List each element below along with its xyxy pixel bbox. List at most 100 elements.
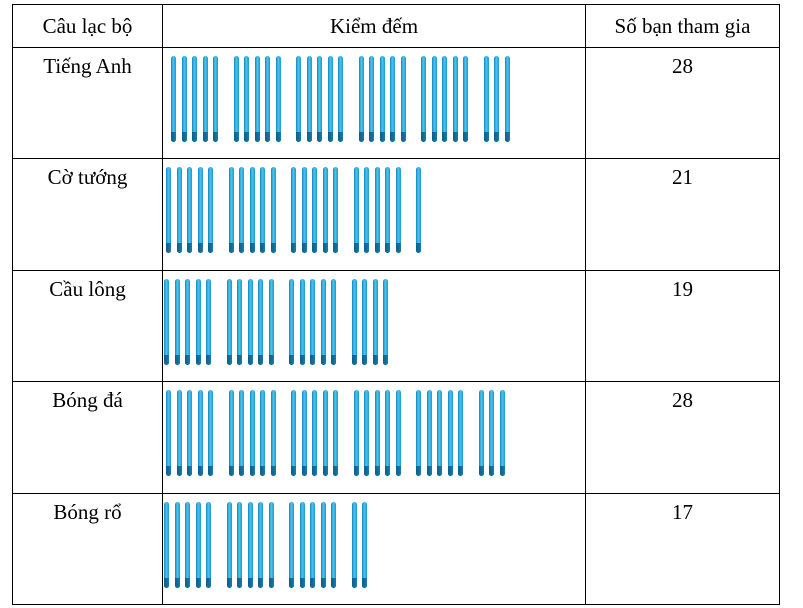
- table-row: Cầu lông 19: [12, 270, 780, 382]
- tally-stick-icon: [270, 390, 276, 476]
- tally-stick-icon: [320, 502, 326, 588]
- tally-stick-icon: [239, 167, 244, 253]
- club-name: Tiếng Anh: [12, 47, 163, 159]
- tally-stick-icon: [249, 390, 255, 476]
- tally-stick-icon: [249, 167, 255, 253]
- tally-stick-icon: [301, 167, 307, 253]
- tally-stick-icon: [489, 390, 494, 476]
- tally-stick-icon: [301, 390, 307, 476]
- club-name: Cờ tướng: [12, 158, 163, 271]
- tally-stick-icon: [320, 279, 326, 365]
- tally-stick-icon: [206, 279, 211, 365]
- tally-stick-icon: [379, 56, 385, 142]
- table-row: Tiếng Anh 28: [12, 47, 780, 159]
- tally-stick-icon: [426, 390, 432, 476]
- table-row: Bóng rổ 17: [12, 493, 780, 605]
- tally-stick-icon: [390, 56, 395, 142]
- tally-stick-icon: [299, 502, 305, 588]
- tally-stick-icon: [174, 502, 180, 588]
- tally-stick-icon: [447, 390, 453, 476]
- tally-stick-icon: [258, 502, 263, 588]
- tally-stick-icon: [353, 167, 359, 253]
- tally-stick-icon: [437, 390, 442, 476]
- club-name: Cầu lông: [12, 270, 163, 382]
- tally-stick-icon: [362, 279, 367, 365]
- member-count: 17: [585, 493, 780, 605]
- tally-stick-icon: [208, 167, 213, 253]
- tally-stick-icon: [322, 390, 328, 476]
- tally-stick-icon: [317, 56, 322, 142]
- tally-stick-icon: [372, 279, 378, 365]
- tally-stick-icon: [197, 390, 203, 476]
- tally-stick-icon: [164, 279, 169, 365]
- tally-stick-icon: [233, 56, 239, 142]
- tally-stick-icon: [327, 56, 333, 142]
- tally-stick-icon: [237, 502, 242, 588]
- tally-cell: [162, 270, 586, 382]
- tally-stick-icon: [333, 167, 338, 253]
- tally-stick-icon: [385, 390, 390, 476]
- tally-stick-icon: [185, 502, 190, 588]
- tally-stick-icon: [421, 56, 426, 142]
- table-header-row: Câu lạc bộ Kiểm đếm Số bạn tham gia: [12, 4, 780, 48]
- tally-stick-icon: [185, 279, 190, 365]
- tally-stick-icon: [358, 56, 364, 142]
- table-row: Cờ tướng 21: [12, 158, 780, 271]
- tally-stick-icon: [176, 390, 182, 476]
- tally-stick-icon: [289, 279, 294, 365]
- tally-stick-icon: [364, 167, 369, 253]
- tally-stick-icon: [192, 56, 197, 142]
- tally-stick-icon: [187, 390, 192, 476]
- tally-stick-icon: [247, 279, 253, 365]
- tally-stick-icon: [458, 390, 463, 476]
- tally-stick-icon: [431, 56, 437, 142]
- tally-stick-icon: [244, 56, 249, 142]
- tally-stick-icon: [228, 390, 234, 476]
- tally-stick-icon: [195, 279, 201, 365]
- tally-cell: [162, 493, 586, 605]
- tally-stick-icon: [310, 279, 315, 365]
- tally-stick-icon: [268, 502, 274, 588]
- tally-stick-icon: [181, 56, 187, 142]
- tally-stick-icon: [483, 56, 489, 142]
- tally-stick-icon: [206, 502, 211, 588]
- club-name: Bóng rổ: [12, 493, 163, 605]
- tally-stick-icon: [306, 56, 312, 142]
- tally-stick-icon: [268, 279, 274, 365]
- tally-stick-icon: [260, 390, 265, 476]
- tally-stick-icon: [208, 390, 213, 476]
- tally-stick-icon: [478, 390, 484, 476]
- tally-stick-icon: [275, 56, 281, 142]
- header-tally: Kiểm đếm: [162, 4, 586, 48]
- tally-stick-icon: [312, 390, 317, 476]
- tally-stick-icon: [369, 56, 374, 142]
- tally-stick-icon: [247, 502, 253, 588]
- tally-stick-icon: [174, 279, 180, 365]
- tally-stick-icon: [338, 56, 343, 142]
- tally-stick-icon: [213, 56, 218, 142]
- tally-stick-icon: [291, 390, 296, 476]
- tally-stick-icon: [351, 279, 357, 365]
- tally-cell: [162, 158, 586, 271]
- tally-stick-icon: [291, 167, 296, 253]
- tally-stick-icon: [237, 279, 242, 365]
- tally-stick-icon: [331, 502, 336, 588]
- tally-stick-icon: [166, 167, 171, 253]
- tally-stick-icon: [400, 56, 406, 142]
- tally-stick-icon: [226, 279, 232, 365]
- tally-stick-icon: [322, 167, 328, 253]
- tally-stick-icon: [265, 56, 270, 142]
- tally-stick-icon: [395, 167, 401, 253]
- tally-stick-icon: [362, 502, 367, 588]
- tally-stick-icon: [494, 56, 499, 142]
- tally-stick-icon: [197, 167, 203, 253]
- tally-cell: [162, 381, 586, 494]
- tally-stick-icon: [260, 167, 265, 253]
- header-club: Câu lạc bộ: [12, 4, 163, 48]
- tally-stick-icon: [395, 390, 401, 476]
- tally-stick-icon: [331, 279, 336, 365]
- tally-stick-icon: [296, 56, 301, 142]
- tally-stick-icon: [202, 56, 208, 142]
- member-count: 28: [585, 47, 780, 159]
- tally-stick-icon: [254, 56, 260, 142]
